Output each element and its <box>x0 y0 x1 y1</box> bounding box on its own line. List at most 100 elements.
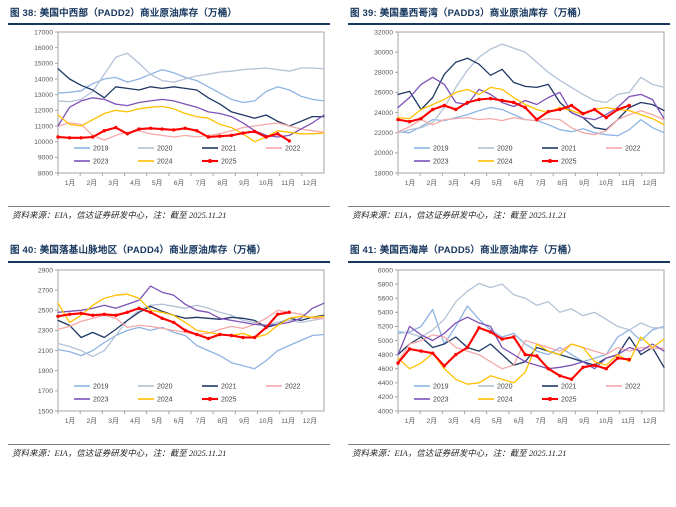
series-marker-2025 <box>535 118 539 122</box>
series-marker-2025 <box>252 130 257 134</box>
series-marker-2025 <box>229 134 234 138</box>
series-marker-2025 <box>172 320 176 324</box>
series-marker-2025 <box>137 306 141 310</box>
padd4-inventory-chart: 1500 1700 1900 2100 2300 2500 2700 2900 1月 2月 3月 4月… <box>38 267 325 425</box>
series-marker-2025 <box>102 312 107 316</box>
series-marker-2025 <box>264 325 268 329</box>
legend-label-2025: 2025 <box>221 396 237 403</box>
series-line-2023 <box>397 77 665 121</box>
padd3-inventory-chart: 18000 20000 22000 24000 26000 28000 30000 32000… <box>374 30 665 187</box>
x-tick-label: 5月 <box>152 179 163 187</box>
legend-label-2023: 2023 <box>93 396 109 403</box>
x-tick-label: 1月 <box>65 179 76 187</box>
x-tick-label: 7月 <box>536 417 547 425</box>
series-marker-2025 <box>91 135 95 140</box>
series-marker-2025 <box>454 108 458 112</box>
series-line-2022 <box>397 334 665 370</box>
legend-label-2020: 2020 <box>497 383 513 390</box>
series-marker-2025 <box>604 116 608 120</box>
series-marker-2025 <box>465 345 470 349</box>
y-tick-label: 8000 <box>38 171 53 178</box>
y-tick-label: 14000 <box>34 77 53 84</box>
series-marker-2025 <box>488 330 493 334</box>
series-marker-2025 <box>546 110 550 114</box>
series-marker-2025 <box>535 354 539 358</box>
x-tick-label: 12月 <box>643 417 657 425</box>
x-tick-label: 10月 <box>599 179 613 187</box>
series-marker-2025 <box>114 126 118 130</box>
y-tick-label: 24000 <box>374 110 393 117</box>
y-tick-label: 2300 <box>38 328 53 335</box>
series-marker-2025 <box>407 347 412 351</box>
padd5-inventory-chart: 4000 4200 4400 4600 4800 5000 5200 5400 5600 5800… <box>378 267 665 425</box>
figure-39-title: 图 39: 美国墨西哥湾（PADD3）商业原油库存（万桶） <box>348 6 670 26</box>
series-marker-2025 <box>477 98 481 102</box>
series-line-2019 <box>57 326 325 370</box>
y-tick-label: 1500 <box>38 408 53 415</box>
series-marker-2025 <box>287 139 291 143</box>
x-tick-label: 3月 <box>108 179 119 187</box>
series-marker-2025 <box>569 377 574 381</box>
series-line-2021 <box>57 305 325 338</box>
series-marker-2025 <box>125 310 130 314</box>
series-line-2020 <box>57 52 325 103</box>
x-tick-label: 5月 <box>152 417 163 425</box>
figure-40-title: 图 40: 美国落基山脉地区（PADD4）商业原油库存（万桶） <box>8 243 330 263</box>
x-tick-label: 11月 <box>281 179 295 187</box>
figure-39: 图 39: 美国墨西哥湾（PADD3）商业原油库存（万桶） 18000 20000… <box>348 6 670 221</box>
series-marker-2025 <box>91 313 95 317</box>
x-tick-label: 6月 <box>174 179 185 187</box>
x-tick-label: 7月 <box>196 179 207 187</box>
series-marker-2025 <box>218 332 222 336</box>
series-marker-2025 <box>558 108 562 112</box>
series-line-2023 <box>57 285 325 326</box>
series-marker-2025 <box>581 112 585 116</box>
x-tick-label: 7月 <box>196 417 207 425</box>
y-tick-label: 5600 <box>378 295 393 302</box>
x-tick-label: 5月 <box>492 417 503 425</box>
x-tick-label: 2月 <box>87 417 98 425</box>
legend-label-2025: 2025 <box>561 396 577 403</box>
legend-label-2019: 2019 <box>93 383 109 390</box>
y-tick-label: 2900 <box>38 267 53 274</box>
figure-40-source: 资料来源：EIA，信达证券研发中心，注：截至 2025.11.21 <box>8 443 330 459</box>
legend-label-2019: 2019 <box>433 146 449 153</box>
y-tick-label: 30000 <box>374 50 393 57</box>
x-tick-label: 4月 <box>470 417 481 425</box>
series-marker-2025 <box>137 127 141 132</box>
series-marker-2025 <box>442 104 446 108</box>
series-marker-2025 <box>616 108 620 112</box>
legend-label-2024: 2024 <box>157 159 173 166</box>
y-tick-label: 4800 <box>378 352 393 359</box>
legend-label-2021: 2021 <box>221 383 237 390</box>
x-tick-label: 9月 <box>579 179 590 187</box>
series-marker-2025 <box>276 132 280 136</box>
legend-label-2021: 2021 <box>561 146 577 153</box>
legend-label-2020: 2020 <box>157 146 173 153</box>
series-marker-2025 <box>148 310 153 314</box>
series-marker-2025 <box>67 136 72 140</box>
figure-41-title: 图 41: 美国西海岸（PADD5）商业原油库存（万桶） <box>348 243 670 263</box>
series-marker-2025 <box>160 316 164 320</box>
series-line-2024 <box>397 336 665 385</box>
legend-label-2022: 2022 <box>625 146 641 153</box>
x-tick-label: 9月 <box>239 179 250 187</box>
legend-label-2023: 2023 <box>433 159 449 166</box>
series-line-2023 <box>57 97 325 139</box>
x-tick-label: 10月 <box>259 179 273 187</box>
legend-label-2022: 2022 <box>625 383 641 390</box>
series-marker-2025 <box>195 332 199 336</box>
series-line-2021 <box>397 336 665 368</box>
series-marker-2025 <box>241 131 245 136</box>
legend-label-2024: 2024 <box>497 396 513 403</box>
y-tick-label: 17000 <box>34 30 53 37</box>
x-tick-label: 3月 <box>108 417 119 425</box>
y-tick-label: 26000 <box>374 90 393 97</box>
figure-39-source: 资料来源：EIA，信达证券研发中心，注：截至 2025.11.21 <box>348 206 670 221</box>
series-marker-2025 <box>102 129 107 133</box>
x-tick-label: 1月 <box>405 179 416 187</box>
x-tick-label: 2月 <box>87 179 98 187</box>
series-line-2019 <box>397 305 665 363</box>
figure-41: 图 41: 美国西海岸（PADD5）商业原油库存（万桶） 4000 4200 440… <box>348 243 670 458</box>
